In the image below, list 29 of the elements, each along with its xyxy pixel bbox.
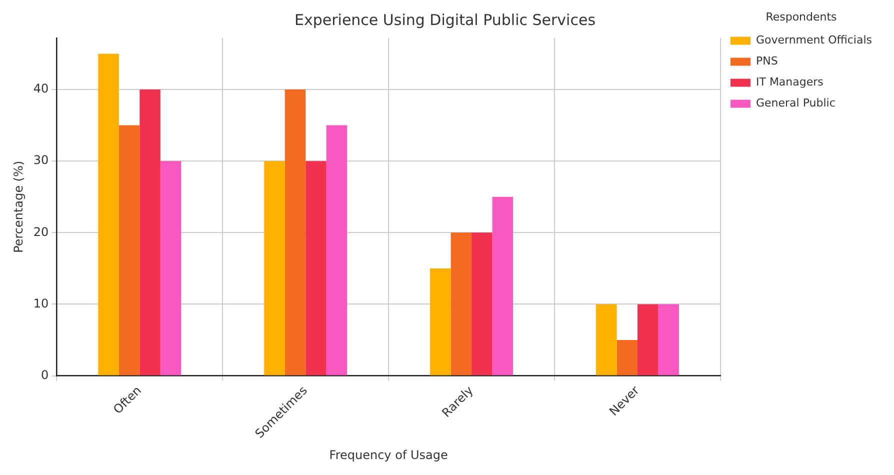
bar xyxy=(264,161,285,376)
bar xyxy=(140,90,160,376)
y-tick-label: 10 xyxy=(33,296,49,310)
bar xyxy=(118,125,140,376)
bar xyxy=(616,340,638,376)
x-axis-title: Frequency of Usage xyxy=(329,448,448,462)
legend-label: IT Managers xyxy=(756,76,824,89)
bar xyxy=(326,125,348,376)
bar xyxy=(492,196,514,376)
bar xyxy=(638,304,658,376)
y-tick-label: 0 xyxy=(41,368,49,382)
y-tick-label: 40 xyxy=(33,82,49,96)
y-axis-title: Percentage (%) xyxy=(11,160,26,253)
legend-label: General Public xyxy=(756,96,836,110)
bar xyxy=(98,54,119,376)
bar xyxy=(306,161,326,376)
legend-label: PNS xyxy=(756,54,778,68)
bar xyxy=(430,268,451,376)
chart-title: Experience Using Digital Public Services xyxy=(294,10,596,29)
bar xyxy=(160,161,182,376)
bar xyxy=(284,90,306,376)
bar xyxy=(596,304,617,376)
bar xyxy=(472,232,492,376)
bar xyxy=(450,232,472,376)
bar xyxy=(658,304,679,376)
y-tick-label: 20 xyxy=(33,224,49,239)
legend-title: Respondents xyxy=(766,10,838,24)
legend-label: Government Officials xyxy=(756,34,872,47)
y-tick-label: 30 xyxy=(33,153,49,168)
